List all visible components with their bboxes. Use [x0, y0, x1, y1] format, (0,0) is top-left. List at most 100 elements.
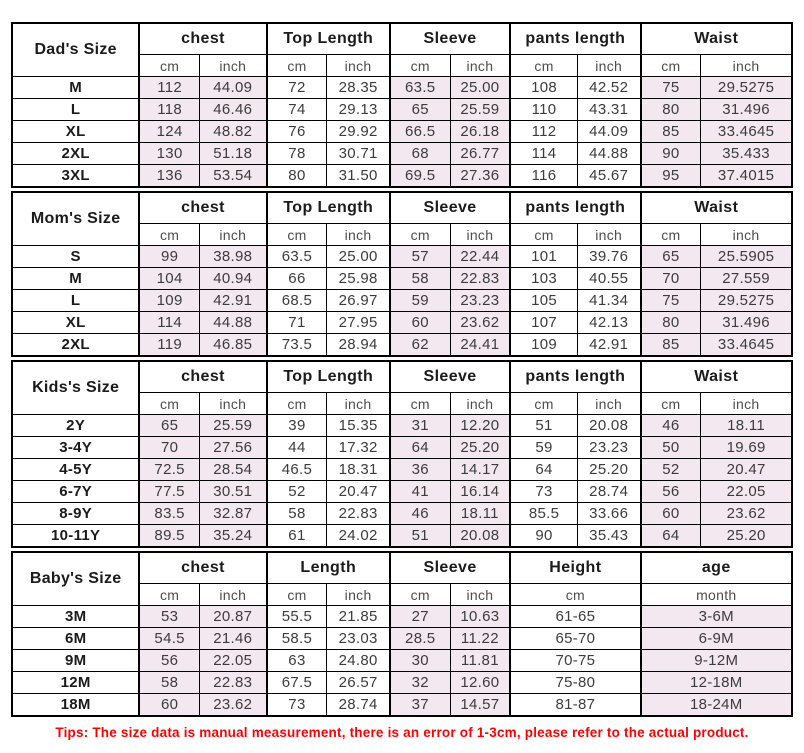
- tips-text: Tips: The size data is manual measuremen…: [55, 725, 749, 740]
- unit-header: inch: [326, 54, 391, 77]
- column-group-header: pants length: [509, 360, 642, 393]
- value-cell: 77.5: [138, 480, 200, 503]
- value-cell: 30: [388, 649, 451, 672]
- value-cell: 26.77: [449, 142, 511, 165]
- value-cell: 27.56: [198, 436, 268, 459]
- value-cell: 20.47: [700, 458, 793, 481]
- row-size-label: 3-4Y: [11, 436, 140, 459]
- value-cell: 38.98: [198, 245, 268, 268]
- column-group-header: chest: [138, 551, 268, 584]
- unit-header: inch: [198, 54, 268, 77]
- value-cell: 59: [509, 436, 578, 459]
- value-cell: 112: [509, 120, 578, 143]
- value-cell: 61-65: [509, 605, 642, 628]
- value-cell: 25.20: [449, 436, 511, 459]
- value-cell: 22.83: [449, 267, 511, 290]
- value-cell: 41: [388, 480, 451, 503]
- value-cell: 25.00: [449, 76, 511, 99]
- value-cell: 136: [138, 164, 200, 188]
- value-cell: 12.20: [449, 414, 511, 437]
- column-group-header: Waist: [639, 22, 793, 55]
- column-group-header: chest: [138, 191, 268, 224]
- value-cell: 63.5: [388, 76, 451, 99]
- value-cell: 48.82: [198, 120, 268, 143]
- value-cell: 95: [639, 164, 702, 188]
- value-cell: 75-80: [509, 671, 642, 694]
- unit-header: cm: [639, 392, 702, 415]
- column-group-header: chest: [138, 22, 268, 55]
- table-row: 2Y 65 25.59 39 15.35 31 12.20 51 20.08 46 18.11: [11, 414, 793, 437]
- value-cell: 22.44: [449, 245, 511, 268]
- value-cell: 28.5: [388, 627, 451, 650]
- value-cell: 42.52: [576, 76, 642, 99]
- value-cell: 23.23: [449, 289, 511, 312]
- value-cell: 11.81: [449, 649, 511, 672]
- value-cell: 33.66: [576, 502, 642, 525]
- value-cell: 14.57: [449, 693, 511, 717]
- value-cell: 26.18: [449, 120, 511, 143]
- value-cell: 28.54: [198, 458, 268, 481]
- table-row: 3XL 136 53.54 80 31.50 69.5 27.36 116 45.67 95 37.…: [11, 164, 793, 188]
- value-cell: 42.13: [576, 311, 642, 334]
- value-cell: 51: [509, 414, 578, 437]
- value-cell: 74: [265, 98, 328, 121]
- column-group-header: Height: [509, 551, 642, 584]
- value-cell: 105: [509, 289, 578, 312]
- value-cell: 73: [509, 480, 578, 503]
- dads-size-table: Dad's Size chest Top Length Sleeve pants len…: [11, 22, 793, 188]
- value-cell: 40.94: [198, 267, 268, 290]
- row-size-label: 6-7Y: [11, 480, 140, 503]
- value-cell: 31.496: [700, 311, 793, 334]
- table-row: 2XL 130 51.18 78 30.71 68 26.77 114 44.88 90 35.43…: [11, 142, 793, 165]
- value-cell: 61: [265, 524, 328, 548]
- header-row-groups: Baby's Size chest Length Sleeve Height age: [11, 551, 793, 606]
- unit-header: inch: [326, 583, 391, 606]
- value-cell: 66.5: [388, 120, 451, 143]
- unit-header: inch: [326, 223, 391, 246]
- row-size-label: XL: [11, 311, 140, 334]
- value-cell: 37: [388, 693, 451, 717]
- value-cell: 64: [639, 524, 702, 548]
- column-group-header: chest: [138, 360, 268, 393]
- row-size-label: S: [11, 245, 140, 268]
- value-cell: 22.05: [700, 480, 793, 503]
- row-size-label: M: [11, 76, 140, 99]
- table-row: 10-11Y 89.5 35.24 61 24.02 51 20.08 90 35.43 64 25…: [11, 524, 793, 548]
- value-cell: 26.57: [326, 671, 391, 694]
- value-cell: 68.5: [265, 289, 328, 312]
- row-size-label: XL: [11, 120, 140, 143]
- value-cell: 58.5: [265, 627, 328, 650]
- value-cell: 65: [138, 414, 200, 437]
- unit-header: cm: [388, 223, 451, 246]
- value-cell: 35.43: [576, 524, 642, 548]
- value-cell: 52: [639, 458, 702, 481]
- value-cell: 76: [265, 120, 328, 143]
- unit-header: cm: [138, 392, 200, 415]
- table-row: M 104 40.94 66 25.98 58 22.83 103 40.55 70 27.559: [11, 267, 793, 290]
- value-cell: 112: [138, 76, 200, 99]
- value-cell: 56: [639, 480, 702, 503]
- value-cell: 110: [509, 98, 578, 121]
- value-cell: 52: [265, 480, 328, 503]
- value-cell: 18.11: [449, 502, 511, 525]
- unit-header: cm: [265, 223, 328, 246]
- value-cell: 39: [265, 414, 328, 437]
- value-cell: 80: [265, 164, 328, 188]
- unit-header: inch: [326, 392, 391, 415]
- unit-header: cm: [265, 54, 328, 77]
- value-cell: 24.41: [449, 333, 511, 357]
- table-row: 2XL 119 46.85 73.5 28.94 62 24.41 109 42.91 85 33.…: [11, 333, 793, 357]
- value-cell: 15.35: [326, 414, 391, 437]
- value-cell: 56: [138, 649, 200, 672]
- unit-header: cm: [138, 54, 200, 77]
- value-cell: 42.91: [576, 333, 642, 357]
- value-cell: 11.22: [449, 627, 511, 650]
- column-group-header: age: [639, 551, 793, 584]
- value-cell: 53.54: [198, 164, 268, 188]
- value-cell: 28.94: [326, 333, 391, 357]
- unit-header: inch: [700, 392, 793, 415]
- value-cell: 24.80: [326, 649, 391, 672]
- value-cell: 72.5: [138, 458, 200, 481]
- value-cell: 33.4645: [700, 120, 793, 143]
- unit-header: cm: [388, 583, 451, 606]
